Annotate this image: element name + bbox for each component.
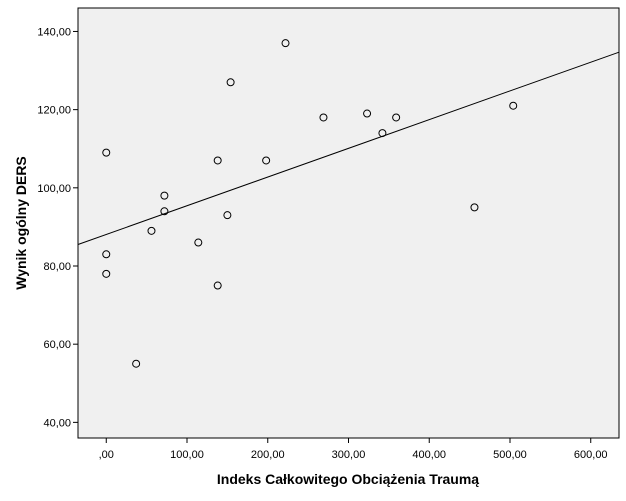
y-tick-label: 100,00 bbox=[37, 183, 71, 195]
data-point bbox=[194, 238, 203, 247]
data-point bbox=[213, 281, 222, 290]
data-point bbox=[378, 129, 387, 138]
x-tick-label: ,00 bbox=[99, 449, 114, 461]
data-point bbox=[226, 78, 235, 87]
data-point bbox=[102, 269, 111, 278]
x-axis-ticks: ,00 100,00 200,00 300,00 400,00 500,00 600,00 bbox=[99, 438, 608, 461]
y-tick-label: 60,00 bbox=[43, 339, 71, 351]
data-point bbox=[509, 101, 518, 110]
data-points bbox=[102, 39, 518, 368]
x-tick-label: 300,00 bbox=[332, 449, 366, 461]
data-point bbox=[392, 113, 401, 122]
x-tick-label: 500,00 bbox=[493, 449, 527, 461]
x-tick-label: 600,00 bbox=[574, 449, 608, 461]
data-point bbox=[281, 39, 290, 48]
x-axis-title: Indeks Całkowitego Obciążenia Traumą bbox=[217, 471, 479, 487]
plot-area bbox=[77, 7, 620, 439]
y-axis-ticks: 40,00 60,00 80,00 100,00 120,00 140,00 bbox=[37, 26, 78, 429]
y-axis-title: Wynik ogólny DERS bbox=[13, 156, 29, 290]
x-tick-label: 400,00 bbox=[412, 449, 446, 461]
data-point bbox=[262, 156, 271, 165]
x-tick-label: 200,00 bbox=[251, 449, 285, 461]
x-tick-label: 100,00 bbox=[170, 449, 204, 461]
data-point bbox=[132, 359, 141, 368]
data-point bbox=[213, 156, 222, 165]
data-point bbox=[160, 191, 169, 200]
y-tick-label: 40,00 bbox=[43, 417, 71, 429]
data-point bbox=[363, 109, 372, 118]
y-tick-label: 140,00 bbox=[37, 26, 71, 38]
data-point bbox=[223, 211, 232, 220]
data-point bbox=[102, 250, 111, 259]
y-tick-label: 80,00 bbox=[43, 261, 71, 273]
data-point bbox=[102, 148, 111, 157]
data-point bbox=[147, 226, 156, 235]
data-point bbox=[160, 207, 169, 216]
y-tick-label: 120,00 bbox=[37, 105, 71, 117]
data-point bbox=[319, 113, 328, 122]
data-point bbox=[470, 203, 479, 212]
